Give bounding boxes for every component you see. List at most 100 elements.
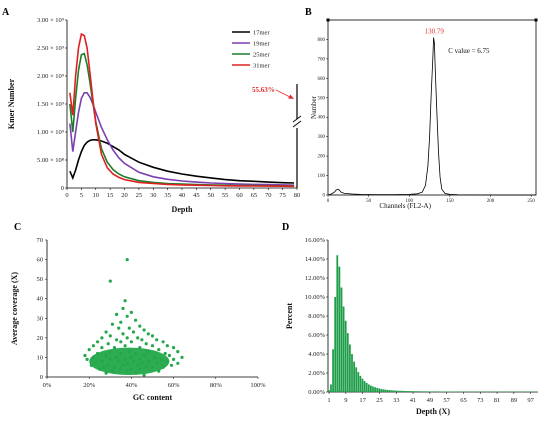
b-y-tick-label: 400 (318, 116, 326, 121)
d-bar (332, 349, 334, 392)
c-scatter-point (85, 357, 89, 361)
a-legend-label: 31mer (253, 63, 270, 70)
c-scatter-point (138, 357, 142, 361)
panel-letter-c: C (14, 222, 21, 233)
c-scatter-point (125, 361, 129, 365)
d-y-tick-label: 0.00% (308, 389, 325, 396)
d-bar (342, 306, 345, 392)
a-y-tick-label: 5.00 × 10⁸ (37, 157, 65, 164)
d-bar (416, 391, 418, 392)
c-scatter-point (146, 359, 150, 363)
a-x-tick-label: 20 (121, 192, 128, 199)
c-scatter-point (134, 371, 138, 375)
c-scatter-point (91, 355, 95, 359)
c-scatter-point (129, 367, 133, 371)
d-bar (361, 378, 364, 392)
a-x-axis-title: Depth (172, 205, 193, 214)
d-bar (405, 391, 408, 392)
c-scatter-point (115, 355, 119, 359)
d-bar (344, 320, 347, 392)
d-y-tick-label: 12.00% (305, 275, 326, 282)
a-legend-label: 25mer (253, 52, 270, 59)
d-bar (418, 391, 421, 392)
d-bar (334, 297, 337, 392)
c-scatter-point (110, 322, 114, 326)
c-scatter-point (119, 351, 123, 356)
c-x-tick-label: 80% (210, 382, 223, 389)
a-x-tick-label: 30 (150, 192, 157, 199)
d-bar (380, 388, 383, 392)
b-y-tick-label: 700 (318, 57, 326, 62)
b-x-tick-label: 250 (527, 199, 535, 204)
b-corner-marker (326, 18, 330, 22)
c-y-tick-label: 70 (37, 237, 44, 244)
d-x-tick-label: 25 (376, 397, 383, 404)
c-y-tick-label: 20 (37, 335, 44, 342)
c-point-cluster (89, 347, 170, 376)
d-bar (370, 385, 372, 392)
c-scatter-point (136, 363, 140, 367)
a-x-tick-label: 70 (265, 192, 272, 199)
a-x-tick-label: 15 (107, 192, 114, 199)
a-annotation-arrowhead (288, 94, 294, 99)
c-scatter-point (142, 353, 146, 358)
c-scatter-point (176, 350, 180, 354)
a-x-tick-label: 55 (222, 192, 229, 199)
d-bar (407, 391, 410, 392)
c-scatter-point (98, 367, 102, 371)
d-bar (397, 390, 400, 392)
c-scatter-point (138, 346, 142, 350)
c-scatter-point (161, 365, 165, 369)
a-x-tick-label: 75 (279, 192, 286, 199)
a-legend-label: 19mer (253, 41, 270, 48)
d-x-tick-label: 17 (359, 397, 366, 404)
b-x-tick-label: 100 (406, 199, 414, 204)
d-y-tick-label: 2.00% (308, 370, 325, 377)
c-scatter-point (176, 361, 180, 365)
a-x-tick-label: 45 (193, 192, 200, 199)
c-scatter-point (136, 336, 140, 340)
c-scatter-point (125, 369, 129, 373)
c-scatter-point (123, 344, 127, 348)
c-scatter-point (121, 332, 125, 336)
d-y-axis-title: Percent (285, 303, 294, 329)
c-scatter-point (87, 348, 91, 352)
d-bar (365, 382, 368, 392)
b-plot-frame (327, 19, 537, 196)
d-bar (437, 391, 439, 392)
c-scatter-point (125, 314, 129, 318)
c-scatter-point (108, 350, 112, 354)
c-scatter-point (165, 344, 169, 348)
c-scatter-point (119, 320, 123, 324)
b-histogram-line (327, 37, 536, 196)
a-y-tick-label: 1.50 × 10⁹ (37, 101, 65, 108)
a-x-tick-label: 10 (93, 192, 100, 199)
a-series-line-17mer (69, 139, 295, 184)
d-x-axis-title: Depth (X) (416, 407, 450, 416)
d-bar (382, 389, 385, 392)
d-y-tick-label: 8.00% (308, 313, 325, 320)
a-y-tick-label: 2.00 × 10⁹ (37, 73, 65, 80)
a-x-tick-label: 60 (236, 192, 243, 199)
c-scatter-point (112, 346, 117, 350)
b-y-tick-label: 200 (318, 155, 326, 160)
c-scatter-point (127, 326, 131, 330)
chart-c: 0 10 20 30 40 50 60 70 0% 20% 40% 60% 80% 100% GC cont… (10, 237, 266, 402)
c-y-tick-label: 50 (37, 276, 44, 283)
a-x-tick-label: 50 (208, 192, 215, 199)
c-scatter-point (89, 363, 93, 367)
d-bar (351, 354, 353, 392)
c-scatter-point (121, 306, 125, 311)
panel-letter-a: A (2, 7, 10, 18)
d-x-tick-label: 73 (477, 397, 484, 404)
b-y-tick-label: 300 (318, 135, 326, 140)
d-bar (401, 390, 404, 392)
d-bar (367, 384, 370, 392)
c-scatter-point (96, 340, 100, 344)
c-scatter-point (131, 359, 136, 363)
b-c-value-label: C value = 6.75 (448, 47, 490, 55)
d-x-tick-label: 33 (393, 397, 400, 404)
c-scatter-point (121, 363, 125, 367)
b-y-tick-label: 600 (318, 77, 326, 82)
